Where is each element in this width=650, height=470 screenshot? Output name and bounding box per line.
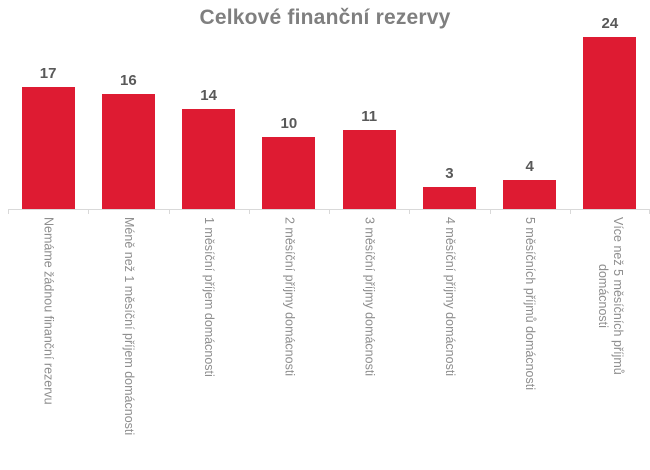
bar-value-label: 14	[200, 87, 217, 104]
bar	[182, 109, 236, 209]
bar-group: 3	[409, 0, 489, 209]
bar-value-label: 4	[525, 158, 534, 175]
x-axis-label: Nemáme žádnou finanční rezervu	[41, 217, 56, 405]
x-axis-label: 2 měsíční příjmy domácnosti	[282, 217, 297, 377]
x-axis-label: 1 měsíční příjem domácnosti	[202, 217, 217, 377]
bar-value-label: 11	[361, 108, 378, 125]
bar-group: 24	[570, 0, 650, 209]
axis-tick	[168, 210, 170, 214]
axis-tick	[88, 210, 90, 214]
bar-group: 4	[490, 0, 570, 209]
axis-tick	[569, 210, 571, 214]
bar	[583, 37, 637, 209]
axis-tick	[329, 210, 330, 214]
x-axis-labels: Nemáme žádnou finanční rezervu Méně než 1…	[8, 217, 650, 470]
x-axis-label: 4 měsíční příjmy domácnosti	[442, 217, 457, 377]
bar	[503, 180, 557, 209]
x-axis-line	[8, 209, 650, 214]
bar-group: 11	[329, 0, 409, 209]
bar-value-label: 3	[445, 165, 454, 182]
x-axis-label: Méně než 1 měsíční příjem domácnosti	[121, 217, 136, 436]
bar-group: 17	[8, 0, 88, 209]
x-axis-label: Více než 5 měsíčních příjmů domácnosti	[595, 217, 625, 375]
bar-value-label: 17	[39, 65, 57, 82]
bar-group: 16	[88, 0, 168, 209]
chart-title: Celkové finanční rezervy	[199, 6, 451, 29]
bar	[262, 137, 316, 209]
axis-tick	[8, 210, 9, 214]
bar-value-label: 16	[120, 72, 137, 89]
axis-tick	[248, 210, 250, 214]
bar-group: 14	[169, 0, 249, 209]
x-axis-label: 3 měsíční příjmy domácnosti	[362, 217, 377, 377]
bar	[21, 87, 75, 209]
bar-value-label: 10	[280, 115, 298, 132]
x-axis-label: 5 měsíčních příjmů domácnosti	[523, 217, 538, 390]
bar-value-label: 24	[601, 15, 619, 32]
bar	[101, 94, 155, 209]
plot-area: 17 16 14 10 11 3 4 24	[8, 0, 650, 209]
bar-group: 10	[249, 0, 329, 209]
bar	[342, 130, 396, 209]
axis-tick	[489, 210, 491, 214]
axis-tick	[409, 210, 411, 214]
bar	[422, 187, 476, 209]
